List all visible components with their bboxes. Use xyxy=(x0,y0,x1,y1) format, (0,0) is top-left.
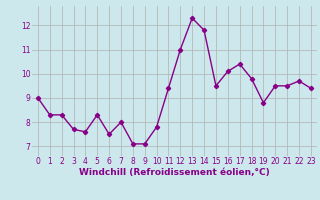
X-axis label: Windchill (Refroidissement éolien,°C): Windchill (Refroidissement éolien,°C) xyxy=(79,168,270,177)
